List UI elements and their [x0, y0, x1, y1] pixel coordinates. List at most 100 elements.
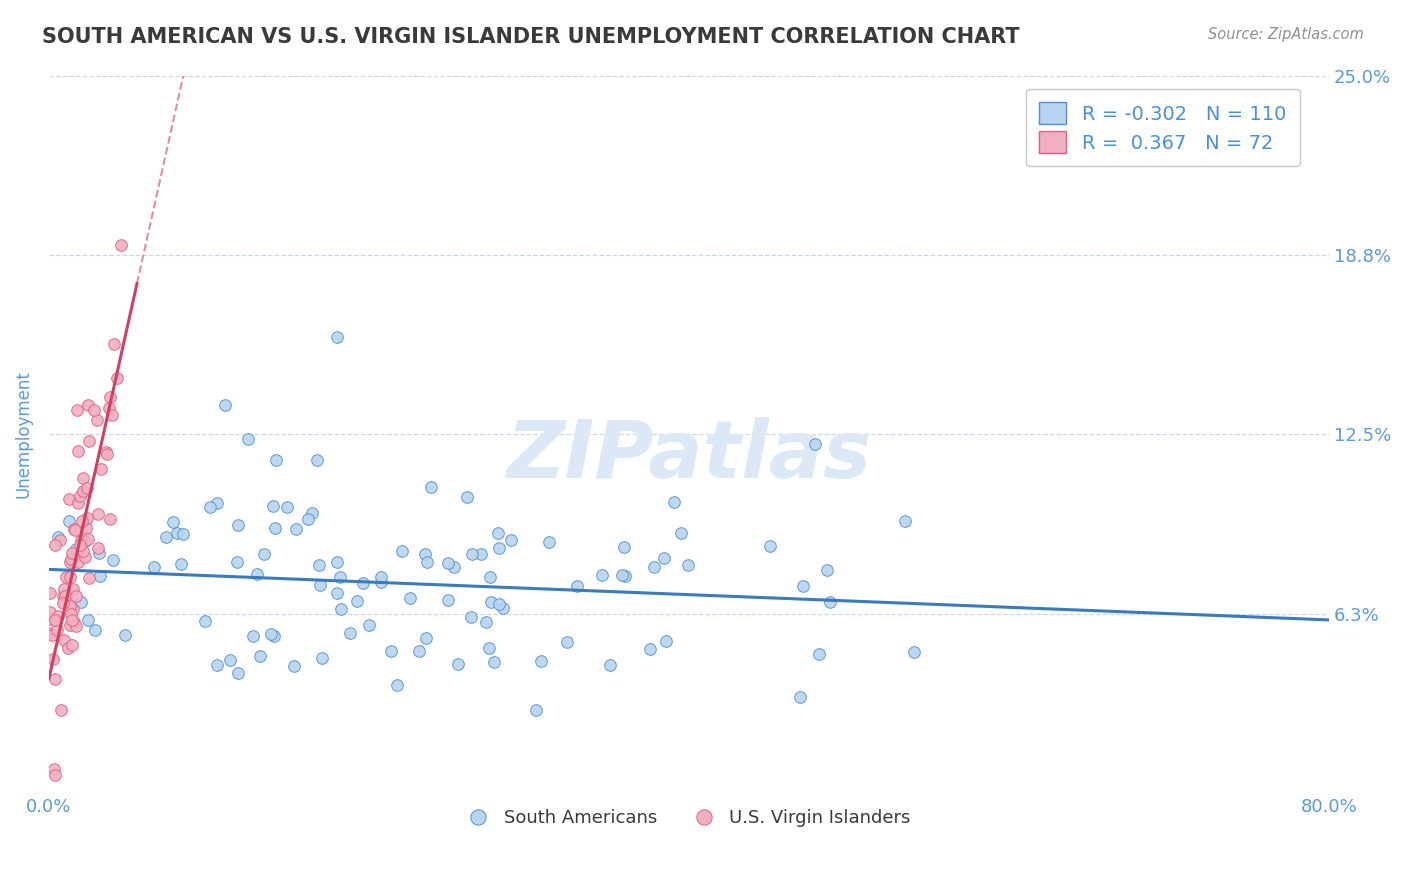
- Point: [53, 590, 76, 604]
- Point: [524, 703, 547, 717]
- Point: [46, 609, 69, 624]
- Point: [44, 613, 66, 627]
- Point: [76, 511, 98, 525]
- Point: [226, 665, 249, 680]
- Point: [330, 602, 353, 616]
- Point: [759, 539, 782, 553]
- Point: [59, 607, 82, 621]
- Point: [236, 432, 259, 446]
- Point: [529, 654, 551, 668]
- Point: [591, 568, 613, 582]
- Point: [52, 596, 75, 610]
- Point: [60, 638, 83, 652]
- Point: [436, 556, 458, 570]
- Text: Source: ZipAtlas.com: Source: ZipAtlas.com: [1208, 27, 1364, 42]
- Point: [903, 645, 925, 659]
- Point: [44, 673, 66, 687]
- Point: [297, 512, 319, 526]
- Point: [66, 496, 89, 510]
- Point: [77, 614, 100, 628]
- Point: [69, 489, 91, 503]
- Point: [276, 500, 298, 514]
- Point: [60, 546, 83, 560]
- Point: [76, 481, 98, 495]
- Point: [103, 337, 125, 351]
- Point: [262, 499, 284, 513]
- Text: SOUTH AMERICAN VS U.S. VIRGIN ISLANDER UNEMPLOYMENT CORRELATION CHART: SOUTH AMERICAN VS U.S. VIRGIN ISLANDER U…: [42, 27, 1019, 46]
- Point: [326, 330, 349, 344]
- Point: [346, 594, 368, 608]
- Point: [815, 563, 838, 577]
- Point: [470, 547, 492, 561]
- Point: [415, 631, 437, 645]
- Point: [46, 530, 69, 544]
- Point: [610, 567, 633, 582]
- Point: [259, 627, 281, 641]
- Point: [42, 762, 65, 776]
- Point: [475, 615, 498, 630]
- Point: [65, 541, 87, 556]
- Point: [207, 657, 229, 672]
- Point: [311, 651, 333, 665]
- Point: [352, 576, 374, 591]
- Point: [565, 579, 588, 593]
- Point: [461, 547, 484, 561]
- Point: [38, 626, 60, 640]
- Point: [72, 483, 94, 498]
- Point: [45, 624, 67, 638]
- Point: [242, 628, 264, 642]
- Point: [488, 597, 510, 611]
- Point: [39, 612, 62, 626]
- Point: [359, 618, 381, 632]
- Point: [155, 530, 177, 544]
- Point: [84, 624, 107, 638]
- Point: [308, 558, 330, 573]
- Point: [370, 574, 392, 589]
- Point: [62, 602, 84, 616]
- Point: [62, 582, 84, 596]
- Point: [398, 591, 420, 605]
- Point: [65, 619, 87, 633]
- Point: [75, 521, 97, 535]
- Point: [72, 471, 94, 485]
- Point: [38, 585, 60, 599]
- Point: [69, 533, 91, 548]
- Point: [613, 540, 636, 554]
- Point: [387, 678, 409, 692]
- Point: [305, 453, 328, 467]
- Point: [66, 555, 89, 569]
- Point: [52, 589, 75, 603]
- Point: [478, 641, 501, 656]
- Legend: South Americans, U.S. Virgin Islanders: South Americans, U.S. Virgin Islanders: [460, 802, 918, 835]
- Point: [170, 557, 193, 571]
- Point: [143, 560, 166, 574]
- Point: [75, 550, 97, 565]
- Point: [437, 593, 460, 607]
- Point: [339, 625, 361, 640]
- Point: [59, 570, 82, 584]
- Point: [90, 462, 112, 476]
- Point: [283, 659, 305, 673]
- Point: [67, 444, 90, 458]
- Point: [87, 541, 110, 555]
- Point: [98, 401, 121, 415]
- Point: [326, 555, 349, 569]
- Point: [58, 514, 80, 528]
- Point: [89, 546, 111, 560]
- Point: [194, 614, 217, 628]
- Point: [41, 628, 63, 642]
- Point: [105, 371, 128, 385]
- Text: ZIPatlas: ZIPatlas: [506, 417, 872, 495]
- Point: [484, 655, 506, 669]
- Point: [100, 409, 122, 423]
- Point: [264, 521, 287, 535]
- Point: [89, 569, 111, 583]
- Point: [308, 577, 330, 591]
- Point: [413, 547, 436, 561]
- Point: [77, 571, 100, 585]
- Point: [326, 586, 349, 600]
- Point: [205, 496, 228, 510]
- Point: [792, 579, 814, 593]
- Point: [60, 613, 83, 627]
- Point: [72, 543, 94, 558]
